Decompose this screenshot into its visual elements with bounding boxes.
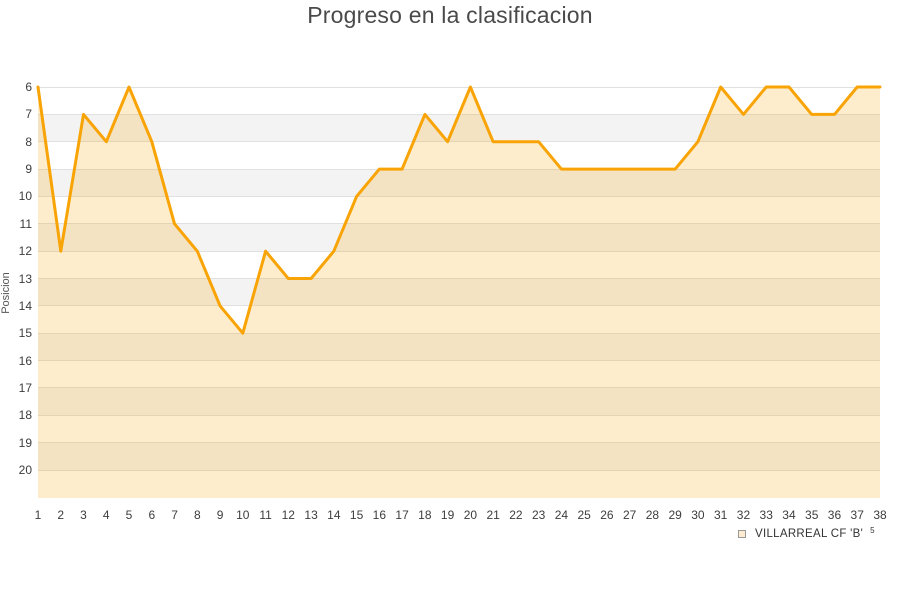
y-tick-label: 6 bbox=[25, 80, 32, 94]
plot-band bbox=[38, 333, 880, 361]
y-tick-label: 12 bbox=[18, 244, 32, 259]
x-tick-label: 33 bbox=[759, 508, 773, 522]
x-tick-label: 14 bbox=[327, 508, 341, 522]
legend-series-marker bbox=[738, 530, 746, 538]
y-tick-label: 16 bbox=[18, 353, 32, 368]
x-tick-label: 4 bbox=[102, 508, 110, 522]
gridline bbox=[38, 250, 880, 252]
y-tick-label: 7 bbox=[25, 107, 32, 122]
x-tick-label: 3 bbox=[80, 508, 87, 522]
plot-band bbox=[38, 169, 880, 197]
legend-footnote-marker: 5 bbox=[870, 525, 875, 535]
series-area-fill bbox=[38, 87, 880, 498]
y-tick-label: 13 bbox=[18, 271, 32, 286]
x-tick-label: 2 bbox=[57, 508, 65, 522]
legend-series-label: VILLARREAL CF 'B' bbox=[755, 528, 864, 540]
line-series-svg bbox=[36, 85, 882, 498]
x-tick-label: 23 bbox=[531, 508, 546, 522]
plot-band bbox=[38, 114, 880, 142]
x-tick-label: 12 bbox=[281, 508, 295, 522]
x-tick-label: 36 bbox=[827, 508, 842, 522]
gridline bbox=[38, 223, 880, 225]
plot-band bbox=[38, 360, 880, 388]
x-tick-label: 31 bbox=[714, 508, 728, 522]
gridline bbox=[38, 442, 880, 444]
plot-band bbox=[38, 278, 880, 306]
gridline bbox=[38, 141, 880, 143]
x-tick-label: 27 bbox=[622, 508, 637, 522]
x-tick-label: 11 bbox=[259, 508, 272, 522]
gridline bbox=[38, 305, 880, 307]
gridline bbox=[38, 168, 880, 170]
x-tick-label: 34 bbox=[782, 508, 796, 522]
gridline bbox=[38, 414, 880, 416]
x-tick-label: 17 bbox=[395, 508, 409, 522]
x-tick-label: 13 bbox=[304, 508, 318, 522]
legend-item[interactable]: VILLARREAL CF 'B' 5 bbox=[738, 525, 875, 540]
x-tick-label: 20 bbox=[463, 508, 478, 522]
x-tick-label: 10 bbox=[236, 508, 250, 522]
x-tick-label: 1 bbox=[34, 508, 42, 522]
plot-area bbox=[36, 85, 882, 498]
y-tick-label: 11 bbox=[19, 216, 32, 231]
x-tick-label: 28 bbox=[645, 508, 660, 522]
plot-band bbox=[38, 305, 880, 334]
gridline bbox=[38, 278, 880, 280]
x-tick-label: 22 bbox=[509, 508, 523, 522]
y-tick-label: 18 bbox=[18, 408, 32, 423]
y-tick-label: 17 bbox=[18, 380, 32, 395]
plot-band bbox=[38, 141, 880, 170]
x-tick-label: 18 bbox=[418, 508, 432, 522]
plot-band bbox=[38, 387, 880, 416]
gridline bbox=[38, 387, 880, 389]
y-tick-label: 8 bbox=[25, 134, 32, 149]
x-tick-label: 32 bbox=[736, 508, 751, 522]
x-tick-label: 9 bbox=[216, 508, 224, 522]
y-tick-label: 19 bbox=[18, 435, 32, 450]
y-tick-label: 14 bbox=[18, 298, 32, 313]
plot-band bbox=[38, 415, 880, 443]
x-tick-label: 8 bbox=[193, 508, 201, 522]
chart-title: Progreso en la clasificacion bbox=[307, 2, 593, 28]
x-tick-label: 15 bbox=[349, 508, 364, 522]
x-tick-label: 21 bbox=[486, 508, 500, 522]
x-tick-label: 6 bbox=[148, 508, 156, 522]
x-tick-label: 35 bbox=[805, 508, 819, 522]
x-tick-label: 30 bbox=[691, 508, 705, 522]
x-tick-label: 26 bbox=[600, 508, 614, 522]
x-tick-label: 37 bbox=[850, 508, 864, 522]
gridline bbox=[38, 86, 880, 88]
x-tick-label: 19 bbox=[440, 508, 455, 522]
plot-band bbox=[38, 196, 880, 224]
y-tick-label: 9 bbox=[25, 162, 32, 177]
y-tick-label: 15 bbox=[18, 326, 32, 341]
gridline bbox=[38, 332, 880, 334]
gridline bbox=[38, 360, 880, 362]
y-tick-label: 10 bbox=[18, 189, 32, 204]
x-tick-label: 24 bbox=[554, 508, 569, 522]
series-line bbox=[36, 85, 882, 335]
x-tick-label: 16 bbox=[372, 508, 387, 522]
x-tick-label: 7 bbox=[171, 508, 178, 522]
y-tick-label: 20 bbox=[18, 463, 32, 478]
x-tick-label: 5 bbox=[125, 508, 133, 522]
plot-band bbox=[38, 442, 880, 471]
gridline bbox=[38, 195, 880, 197]
x-tick-label: 29 bbox=[668, 508, 682, 522]
plot-band bbox=[38, 470, 880, 498]
gridline bbox=[38, 469, 880, 471]
plot-band bbox=[38, 251, 880, 279]
x-tick-label: 38 bbox=[873, 508, 887, 522]
x-tick-label: 25 bbox=[577, 508, 591, 522]
